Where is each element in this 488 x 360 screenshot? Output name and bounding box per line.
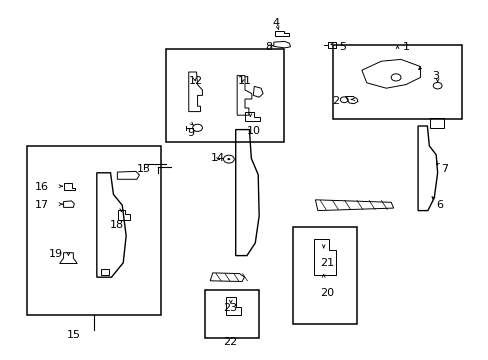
Bar <box>293 227 356 324</box>
Bar <box>166 49 283 142</box>
Text: 20: 20 <box>320 288 334 298</box>
Text: 23: 23 <box>223 303 236 313</box>
Text: 9: 9 <box>187 128 194 138</box>
Text: 16: 16 <box>35 182 48 192</box>
Text: 10: 10 <box>247 126 261 136</box>
Text: 6: 6 <box>436 200 443 210</box>
Text: 17: 17 <box>35 200 48 210</box>
Text: 22: 22 <box>222 337 237 347</box>
Bar <box>327 42 335 48</box>
Text: 18: 18 <box>110 220 124 230</box>
Circle shape <box>227 158 230 160</box>
Text: 14: 14 <box>210 153 224 163</box>
Text: 11: 11 <box>237 76 251 86</box>
Text: 19: 19 <box>49 249 63 259</box>
Text: 15: 15 <box>66 330 80 340</box>
Text: 21: 21 <box>320 258 334 268</box>
Text: 4: 4 <box>272 18 279 28</box>
Text: 7: 7 <box>441 164 447 174</box>
Text: 8: 8 <box>265 42 272 52</box>
Bar <box>101 269 109 275</box>
Bar <box>205 290 259 338</box>
Text: 1: 1 <box>402 42 408 52</box>
Text: 5: 5 <box>338 42 345 52</box>
Text: 13: 13 <box>137 164 151 174</box>
Text: 3: 3 <box>431 71 438 81</box>
Bar <box>27 146 161 315</box>
Bar <box>332 45 461 119</box>
Text: 2: 2 <box>332 96 339 106</box>
Text: 12: 12 <box>188 76 202 86</box>
